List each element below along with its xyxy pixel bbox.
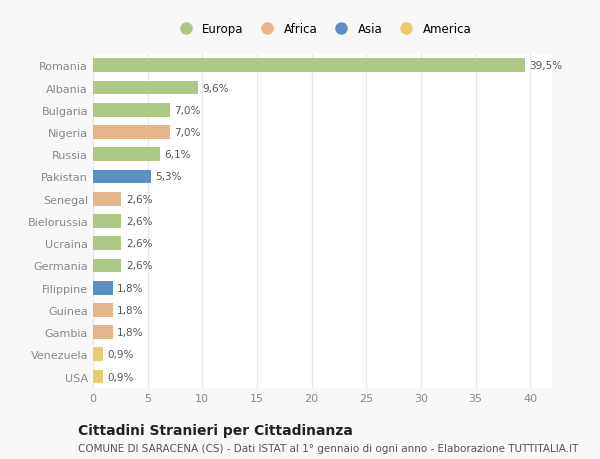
Text: 2,6%: 2,6%	[126, 239, 152, 249]
Text: 6,1%: 6,1%	[164, 150, 191, 160]
Bar	[93, 281, 113, 295]
Text: COMUNE DI SARACENA (CS) - Dati ISTAT al 1° gennaio di ogni anno - Elaborazione T: COMUNE DI SARACENA (CS) - Dati ISTAT al …	[78, 443, 578, 453]
Text: 1,8%: 1,8%	[117, 283, 143, 293]
Text: 1,8%: 1,8%	[117, 305, 143, 315]
Text: 2,6%: 2,6%	[126, 261, 152, 271]
Text: 5,3%: 5,3%	[155, 172, 182, 182]
Bar	[93, 126, 170, 140]
Bar	[93, 170, 151, 184]
Text: 39,5%: 39,5%	[529, 61, 562, 71]
Bar	[93, 348, 103, 361]
Bar	[93, 325, 113, 339]
Text: 1,8%: 1,8%	[117, 327, 143, 337]
Bar	[93, 192, 121, 206]
Text: 0,9%: 0,9%	[107, 372, 134, 382]
Bar	[93, 370, 103, 384]
Bar	[93, 59, 524, 73]
Text: 0,9%: 0,9%	[107, 350, 134, 359]
Bar	[93, 215, 121, 228]
Text: 7,0%: 7,0%	[174, 128, 200, 138]
Bar	[93, 104, 170, 118]
Bar	[93, 237, 121, 251]
Bar	[93, 259, 121, 273]
Text: 9,6%: 9,6%	[202, 84, 229, 93]
Text: 2,6%: 2,6%	[126, 217, 152, 226]
Bar	[93, 148, 160, 162]
Legend: Europa, Africa, Asia, America: Europa, Africa, Asia, America	[172, 21, 473, 39]
Bar	[93, 303, 113, 317]
Bar	[93, 82, 198, 95]
Text: Cittadini Stranieri per Cittadinanza: Cittadini Stranieri per Cittadinanza	[78, 423, 353, 437]
Text: 2,6%: 2,6%	[126, 194, 152, 204]
Text: 7,0%: 7,0%	[174, 106, 200, 116]
